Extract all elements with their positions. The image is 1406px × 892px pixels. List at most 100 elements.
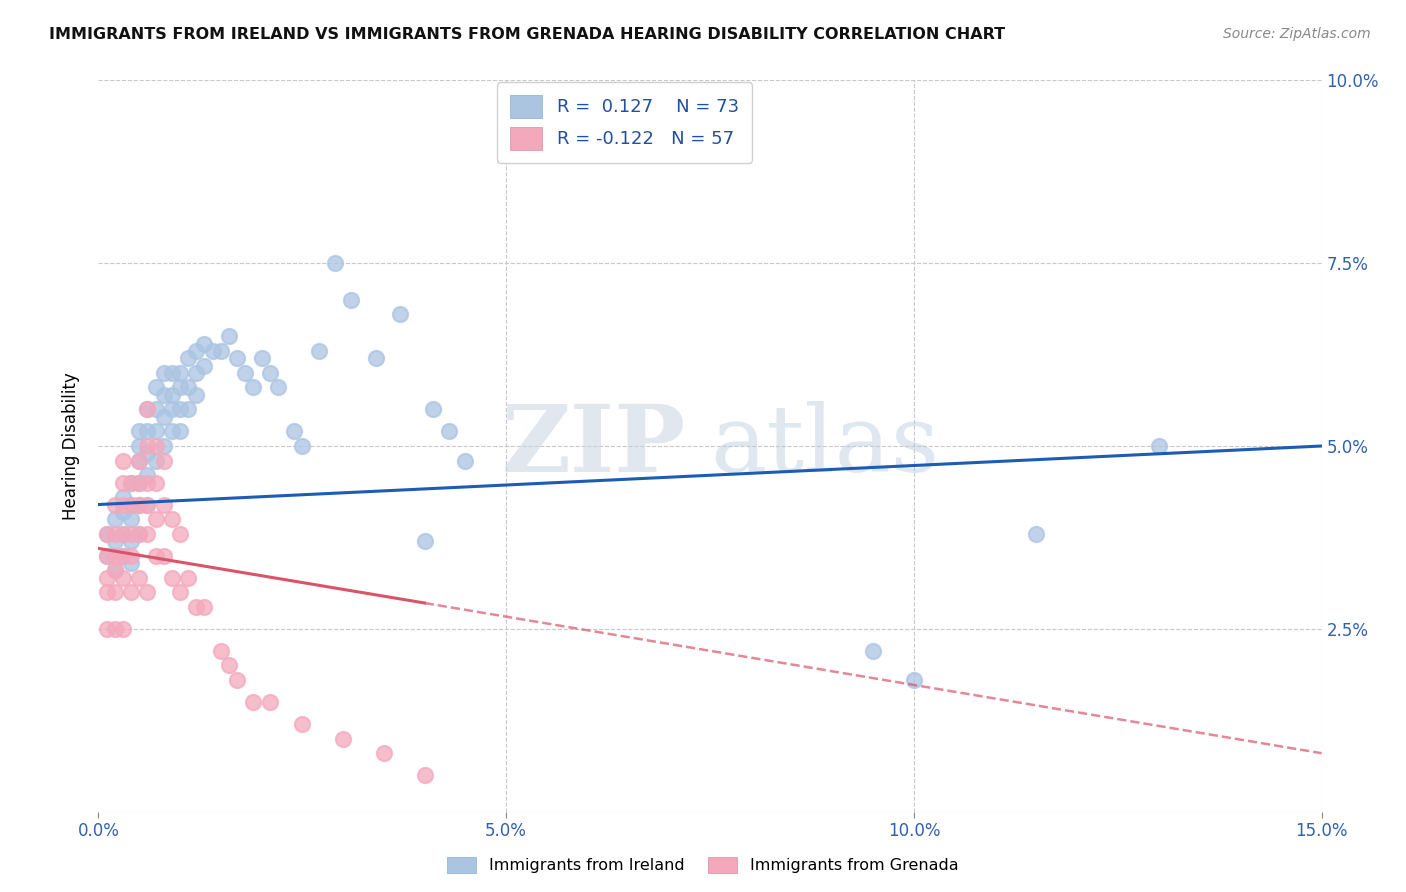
Point (136, 585, 159, 599)
Point (413, 768, 436, 782)
Point (283, 425, 305, 439)
Point (233, 366, 256, 380)
Point (177, 402, 200, 417)
Point (340, 293, 363, 307)
Point (145, 549, 167, 563)
Point (128, 453, 150, 467)
Point (1147, 439, 1170, 453)
Point (193, 336, 215, 351)
Point (186, 388, 208, 402)
Point (160, 366, 183, 380)
Point (96, 571, 118, 585)
Point (226, 673, 249, 687)
Point (128, 498, 150, 512)
Text: ZIP: ZIP (502, 401, 686, 491)
Point (120, 526, 142, 541)
Point (111, 549, 134, 563)
Point (218, 329, 240, 343)
Point (152, 366, 174, 380)
Point (128, 439, 150, 453)
Point (128, 498, 150, 512)
Text: Source: ZipAtlas.com: Source: ZipAtlas.com (1223, 27, 1371, 41)
Point (332, 731, 354, 746)
Point (96, 526, 118, 541)
Point (96, 526, 118, 541)
Point (177, 351, 200, 366)
Point (422, 402, 444, 417)
Point (169, 425, 191, 439)
Point (250, 351, 273, 366)
Point (120, 585, 142, 599)
Legend: R =  0.127    N = 73, R = -0.122   N = 57: R = 0.127 N = 73, R = -0.122 N = 57 (498, 82, 752, 162)
Point (259, 695, 281, 709)
Point (120, 534, 142, 549)
Point (111, 526, 134, 541)
Point (242, 695, 264, 709)
Point (186, 343, 208, 358)
Text: IMMIGRANTS FROM IRELAND VS IMMIGRANTS FROM GRENADA HEARING DISABILITY CORRELATIO: IMMIGRANTS FROM IRELAND VS IMMIGRANTS FR… (49, 27, 1005, 42)
Point (169, 526, 191, 541)
Point (145, 512, 167, 526)
Point (104, 526, 127, 541)
Point (128, 571, 150, 585)
Point (111, 526, 134, 541)
Point (104, 534, 127, 549)
Point (145, 425, 167, 439)
Point (193, 599, 215, 614)
Point (169, 402, 191, 417)
Point (120, 556, 142, 570)
Point (104, 563, 127, 577)
Point (145, 475, 167, 490)
Point (242, 380, 264, 394)
Point (128, 453, 150, 467)
Point (903, 673, 925, 687)
Point (120, 475, 142, 490)
Point (96, 549, 118, 563)
Point (152, 498, 174, 512)
Text: atlas: atlas (710, 401, 939, 491)
Point (160, 512, 183, 526)
Point (1025, 526, 1047, 541)
Point (209, 644, 232, 658)
Point (120, 512, 142, 526)
Point (120, 475, 142, 490)
Point (160, 388, 183, 402)
Point (104, 563, 127, 577)
Point (136, 526, 159, 541)
Point (364, 351, 387, 366)
Point (104, 549, 127, 563)
Point (111, 453, 134, 467)
Point (323, 256, 346, 270)
Point (136, 439, 159, 453)
Point (169, 366, 191, 380)
Point (104, 622, 127, 636)
Point (136, 402, 159, 417)
Point (96, 622, 118, 636)
Point (136, 498, 159, 512)
Point (152, 388, 174, 402)
Point (389, 307, 412, 321)
Point (111, 490, 134, 504)
Point (152, 409, 174, 424)
Point (177, 380, 200, 394)
Point (160, 425, 183, 439)
Point (145, 439, 167, 453)
Point (186, 599, 208, 614)
Point (169, 380, 191, 394)
Point (259, 366, 281, 380)
Point (128, 425, 150, 439)
Point (104, 512, 127, 526)
Point (111, 549, 134, 563)
Point (120, 549, 142, 563)
Point (136, 475, 159, 490)
Point (128, 475, 150, 490)
Point (160, 571, 183, 585)
Point (120, 498, 142, 512)
Point (373, 746, 395, 760)
Point (136, 425, 159, 439)
Point (111, 498, 134, 512)
Point (136, 402, 159, 417)
Point (201, 343, 224, 358)
Point (226, 351, 249, 366)
Point (209, 343, 232, 358)
